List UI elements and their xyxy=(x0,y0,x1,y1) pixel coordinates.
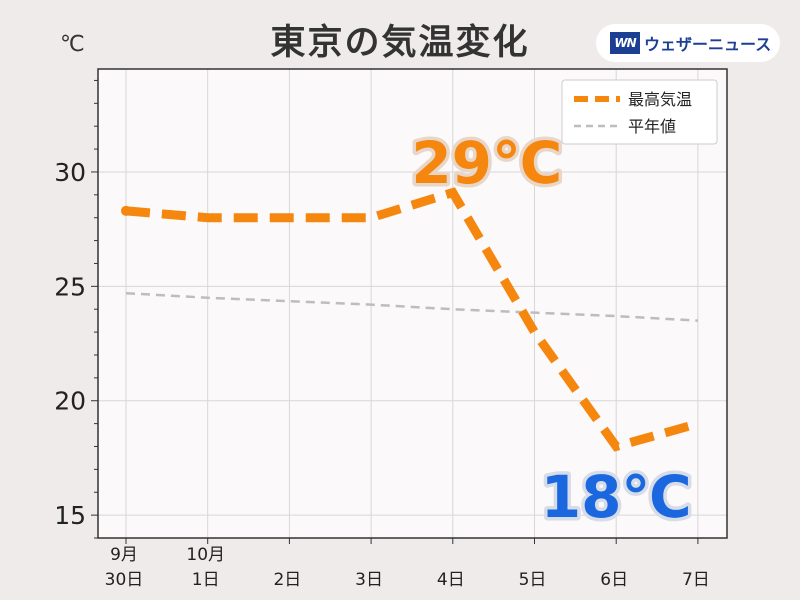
brand-name: ウェザーニュース xyxy=(644,35,772,54)
x-tick-label: 1日 xyxy=(192,570,220,590)
weathernews-logo-icon: WN xyxy=(610,32,640,54)
plot-frame xyxy=(97,68,728,539)
chart-title: 東京の気温変化 xyxy=(270,23,530,63)
annotation-max-temp: 29℃ xyxy=(411,129,562,197)
y-tick-label: 25 xyxy=(54,272,86,301)
brand-logo: WN ウェザーニュース xyxy=(596,24,780,62)
series-line-平年値 xyxy=(125,291,698,322)
y-tick-label: 15 xyxy=(54,501,86,530)
series-line-最高気温 xyxy=(125,187,700,452)
x-tick-label: 4日 xyxy=(437,570,465,590)
y-tick-label: 30 xyxy=(54,158,86,187)
x-tick-label: 10月 xyxy=(186,545,225,565)
legend-label-最高気温: 最高気温 xyxy=(628,90,692,109)
y-axis-unit: ℃ xyxy=(60,32,85,57)
plot-area xyxy=(98,69,727,538)
x-tick-label: 3日 xyxy=(355,570,383,590)
x-tick-label: 2日 xyxy=(273,570,301,590)
legend-label-平年値: 平年値 xyxy=(628,117,676,136)
x-tick-label: 30日 xyxy=(105,570,144,590)
x-tick-label: 5日 xyxy=(519,570,547,590)
annotation-min-temp: 18℃ xyxy=(541,463,692,531)
x-tick-label: 7日 xyxy=(682,570,710,590)
data-point-start xyxy=(121,205,131,216)
x-tick-label: 6日 xyxy=(600,570,628,590)
y-tick-label: 20 xyxy=(54,387,86,416)
x-tick-label: 9月 xyxy=(110,545,138,565)
